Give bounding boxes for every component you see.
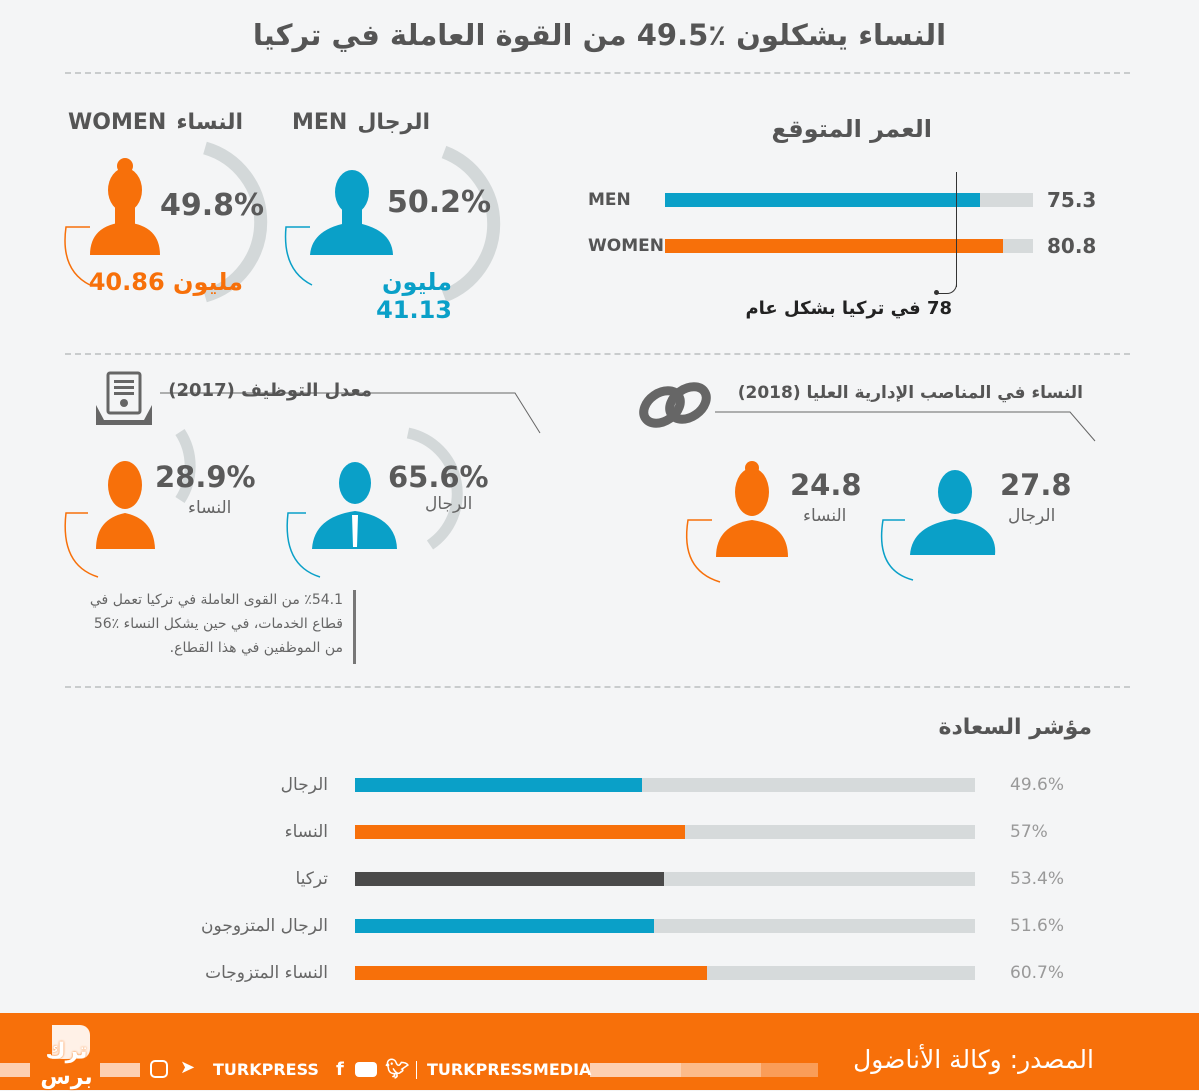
men-percent: 50.2% — [387, 185, 492, 220]
men-labels: MEN الرجال — [292, 110, 430, 135]
happiness-bar — [355, 919, 654, 933]
telegram-icon[interactable]: ➤ — [180, 1057, 196, 1078]
women-label-en: WOMEN — [68, 110, 167, 135]
happiness-label: الرجال — [280, 775, 328, 795]
happiness-value: 49.6% — [1010, 775, 1065, 795]
happiness-bar-track — [355, 778, 975, 792]
employment-title: معدل التوظيف (2017) — [168, 380, 372, 401]
employment-women-value: 28.9% — [155, 460, 256, 494]
women-arc — [203, 141, 268, 303]
employment-graphics — [64, 371, 541, 578]
management-men-value: 27.8 — [1000, 468, 1072, 502]
man-icon — [910, 470, 996, 555]
management-women-value: 24.8 — [790, 468, 862, 502]
happiness-bar-track — [355, 966, 975, 980]
happiness-value: 57% — [1010, 822, 1048, 842]
happiness-label: تركيا — [295, 869, 328, 889]
handle-turkpress[interactable]: TURKPRESS — [213, 1060, 319, 1079]
life-bar-track — [665, 193, 1033, 207]
employment-women-label: النساء — [188, 498, 232, 518]
woman-icon — [96, 461, 155, 549]
handle-turkpressmedia[interactable]: TURKPRESSMEDIA — [427, 1060, 592, 1079]
happiness-bar-track — [355, 825, 975, 839]
happiness-bar — [355, 966, 707, 980]
happiness-label: النساء المتزوجات — [205, 963, 328, 983]
employment-icon — [96, 371, 152, 425]
life-bar-track — [665, 239, 1033, 253]
happiness-bar-track — [355, 919, 975, 933]
happiness-bar — [355, 825, 686, 839]
life-label: MEN — [588, 190, 631, 210]
management-title: النساء في المناصب الإدارية العليا (2018) — [737, 383, 1083, 403]
woman-icon — [716, 461, 788, 557]
happiness-label: النساء — [284, 822, 328, 842]
employment-men-value: 65.6% — [388, 460, 489, 494]
women-percent: 49.8% — [160, 188, 265, 223]
management-women-label: النساء — [803, 506, 847, 526]
page-title: النساء يشكلون ٪49.5 من القوة العاملة في … — [252, 18, 947, 52]
life-bar — [665, 193, 980, 207]
facebook-icon[interactable]: f — [336, 1059, 344, 1080]
happiness-title: مؤشر السعادة — [938, 715, 1092, 740]
divider — [65, 686, 1130, 688]
happiness-value: 51.6% — [1010, 916, 1065, 936]
happiness-bar-track — [355, 872, 975, 886]
businessman-icon — [312, 462, 397, 549]
reference-label: 78 في تركيا بشكل عام — [745, 298, 952, 319]
men-label-ar: الرجال — [357, 110, 431, 135]
happiness-bar — [355, 778, 643, 792]
source-label: المصدر: وكالة الأناضول — [853, 1045, 1094, 1074]
woman-icon — [90, 158, 160, 255]
men-label-en: MEN — [292, 110, 348, 135]
divider — [65, 353, 1130, 355]
happiness-value: 53.4% — [1010, 869, 1065, 889]
footer: المصدر: وكالة الأناضول TURKPRESSMEDIA f … — [0, 1013, 1199, 1090]
employment-men-label: الرجال — [425, 494, 473, 514]
life-label: WOMEN — [588, 236, 664, 256]
divider — [65, 72, 1130, 74]
happiness-value: 60.7% — [1010, 963, 1065, 983]
reference-line — [956, 172, 957, 287]
population-graphics — [64, 141, 501, 303]
youtube-icon[interactable] — [355, 1062, 377, 1077]
life-value: 80.8 — [1047, 234, 1097, 258]
happiness-bar — [355, 872, 665, 886]
turkpress-logo: ترك برس — [34, 1025, 99, 1090]
management-graphics — [639, 382, 1096, 583]
rings-icon — [639, 382, 711, 428]
life-value: 75.3 — [1047, 188, 1097, 212]
twitter-icon[interactable]: 🐦︎ — [385, 1058, 410, 1080]
life-expectancy-title: العمر المتوقع — [771, 115, 932, 143]
women-labels: WOMEN النساء — [68, 110, 243, 135]
women-label-ar: النساء — [176, 110, 243, 135]
women-count: مليون 40.86 — [88, 268, 243, 296]
management-men-label: الرجال — [1008, 506, 1056, 526]
men-count: مليون 41.13 — [376, 268, 452, 324]
man-icon — [310, 170, 393, 255]
men-arc — [441, 145, 501, 303]
happiness-label: الرجال المتزوجون — [201, 916, 328, 936]
employment-note: ٪54.1 من القوى العاملة في تركيا تعمل في ق… — [89, 592, 343, 656]
life-bar — [665, 239, 1003, 253]
instagram-icon[interactable] — [150, 1060, 168, 1078]
